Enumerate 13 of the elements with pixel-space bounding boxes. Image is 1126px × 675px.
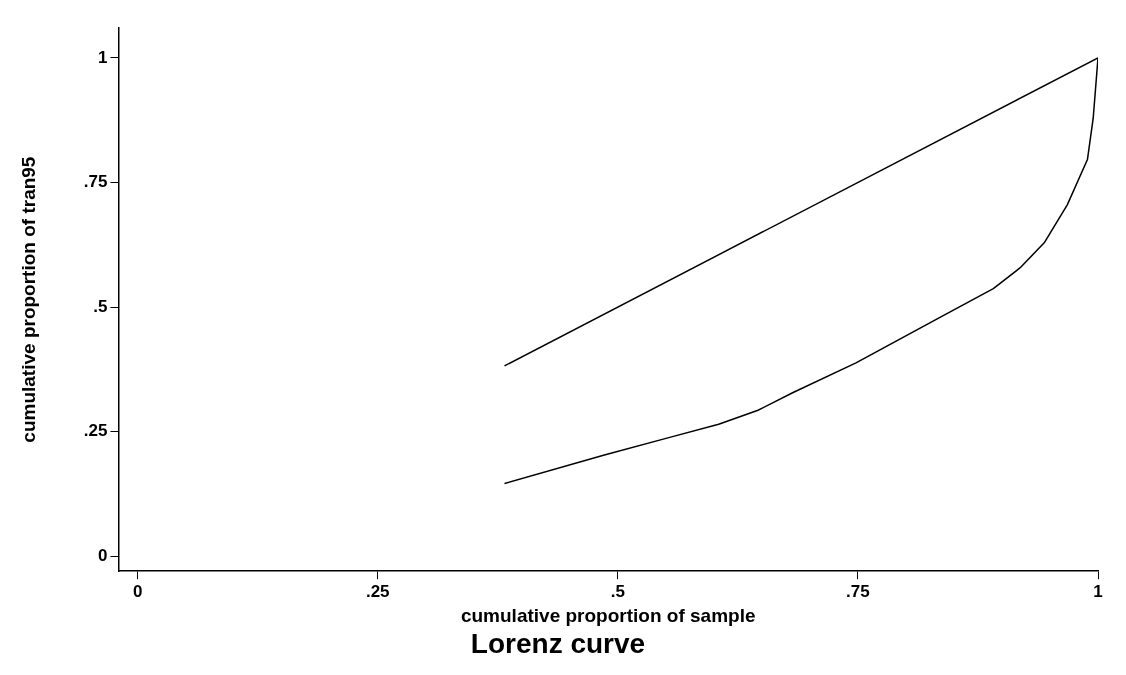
x-axis-title: cumulative proportion of sample	[460, 605, 756, 627]
y-axis-title: cumulative proportion of tran95	[17, 156, 39, 443]
x-tick-label: 1	[1093, 582, 1103, 602]
y-tick-label: .5	[93, 296, 108, 316]
y-tick-label: 1	[97, 47, 108, 67]
x-tick-label: .75	[846, 582, 870, 602]
y-tick-label: .75	[83, 172, 108, 192]
x-tick-label: 0	[132, 582, 143, 602]
y-tick-label: 0	[97, 545, 108, 565]
text: Lorenz curve	[470, 627, 646, 659]
x-tick-label: .25	[365, 582, 390, 602]
x-tick-label: .5	[610, 582, 625, 602]
y-tick-label: .25	[83, 421, 108, 441]
